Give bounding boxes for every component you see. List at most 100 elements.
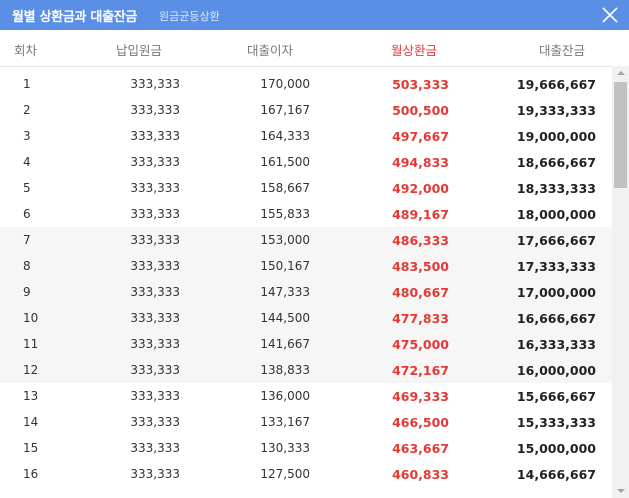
cell-loan-balance: 17,000,000 <box>516 285 596 300</box>
table-row: 14 333,333 133,167 466,500 15,333,333 <box>0 409 612 435</box>
cell-round: 1 <box>23 77 31 91</box>
cell-loan-balance: 17,666,667 <box>516 233 596 248</box>
cell-interest: 150,167 <box>260 259 310 273</box>
cell-interest: 155,833 <box>260 207 310 221</box>
cell-loan-balance: 16,666,667 <box>516 311 596 326</box>
cell-monthly-payment: 480,667 <box>392 285 449 300</box>
cell-round: 14 <box>23 415 39 429</box>
cell-monthly-payment: 486,333 <box>392 233 449 248</box>
cell-interest: 144,500 <box>260 311 310 325</box>
table-row: 11 333,333 141,667 475,000 16,333,333 <box>0 331 612 357</box>
cell-interest: 153,000 <box>260 233 310 247</box>
cell-principal: 333,333 <box>130 285 180 299</box>
cell-monthly-payment: 460,833 <box>392 467 449 482</box>
cell-monthly-payment: 483,500 <box>392 259 449 274</box>
header-interest: 대출이자 <box>247 43 294 58</box>
cell-loan-balance: 18,666,667 <box>516 155 596 170</box>
table-row: 10 333,333 144,500 477,833 16,666,667 <box>0 305 612 331</box>
cell-monthly-payment: 492,000 <box>392 181 449 196</box>
cell-interest: 130,333 <box>260 441 310 455</box>
cell-monthly-payment: 469,333 <box>392 389 449 404</box>
vertical-scrollbar[interactable] <box>612 66 629 498</box>
cell-monthly-payment: 497,667 <box>392 129 449 144</box>
cell-principal: 333,333 <box>130 181 180 195</box>
cell-monthly-payment: 500,500 <box>392 103 449 118</box>
arrow-up-icon <box>617 71 625 75</box>
table-row: 16 333,333 127,500 460,833 14,666,667 <box>0 461 612 487</box>
scroll-thumb[interactable] <box>614 82 627 188</box>
cell-monthly-payment: 494,833 <box>392 155 449 170</box>
cell-principal: 333,333 <box>130 415 180 429</box>
cell-round: 6 <box>23 207 31 221</box>
cell-monthly-payment: 463,667 <box>392 441 449 456</box>
header-round: 회차 <box>14 43 38 58</box>
cell-interest: 164,333 <box>260 129 310 143</box>
cell-interest: 161,500 <box>260 155 310 169</box>
table-body: 1 333,333 170,000 503,333 19,666,667 2 333,333… <box>0 71 612 491</box>
cell-monthly-payment: 466,500 <box>392 415 449 430</box>
cell-round: 16 <box>23 467 39 481</box>
close-button[interactable] <box>599 4 621 26</box>
cell-principal: 333,333 <box>130 259 180 273</box>
table-row: 6 333,333 155,833 489,167 18,000,000 <box>0 201 612 227</box>
cell-round: 9 <box>23 285 31 299</box>
cell-principal: 333,333 <box>130 233 180 247</box>
cell-monthly-payment: 475,000 <box>392 337 449 352</box>
title-bar: 월별 상환금과 대출잔금 원금균등상환 <box>0 0 629 30</box>
cell-interest: 133,167 <box>260 415 310 429</box>
cell-round: 12 <box>23 363 39 377</box>
cell-monthly-payment: 472,167 <box>392 363 449 378</box>
cell-loan-balance: 18,000,000 <box>516 207 596 222</box>
table-row: 7 333,333 153,000 486,333 17,666,667 <box>0 227 612 253</box>
cell-principal: 333,333 <box>130 155 180 169</box>
cell-loan-balance: 16,000,000 <box>516 363 596 378</box>
cell-round: 10 <box>23 311 39 325</box>
cell-principal: 333,333 <box>130 467 180 481</box>
cell-round: 7 <box>23 233 31 247</box>
cell-round: 3 <box>23 129 31 143</box>
cell-round: 5 <box>23 181 31 195</box>
cell-interest: 167,167 <box>260 103 310 117</box>
cell-interest: 170,000 <box>260 77 310 91</box>
cell-loan-balance: 19,333,333 <box>516 103 596 118</box>
cell-loan-balance: 16,333,333 <box>516 337 596 352</box>
cell-principal: 333,333 <box>130 129 180 143</box>
cell-principal: 333,333 <box>130 77 180 91</box>
header-principal: 납입원금 <box>116 43 163 58</box>
cell-round: 2 <box>23 103 31 117</box>
header-monthly-payment: 월상환금 <box>391 43 438 58</box>
cell-round: 8 <box>23 259 31 273</box>
scroll-down-button[interactable] <box>612 484 629 498</box>
window-title: 월별 상환금과 대출잔금 <box>12 10 138 25</box>
window-subtitle: 원금균등상환 <box>159 10 220 23</box>
cell-monthly-payment: 489,167 <box>392 207 449 222</box>
close-icon <box>602 7 618 23</box>
cell-loan-balance: 15,666,667 <box>516 389 596 404</box>
table-row: 9 333,333 147,333 480,667 17,000,000 <box>0 279 612 305</box>
table-row: 2 333,333 167,167 500,500 19,333,333 <box>0 97 612 123</box>
table-row: 1 333,333 170,000 503,333 19,666,667 <box>0 71 612 97</box>
cell-interest: 127,500 <box>260 467 310 481</box>
table-row: 5 333,333 158,667 492,000 18,333,333 <box>0 175 612 201</box>
cell-principal: 333,333 <box>130 389 180 403</box>
cell-monthly-payment: 503,333 <box>392 77 449 92</box>
cell-round: 13 <box>23 389 39 403</box>
table-header: 회차 납입원금 대출이자 월상환금 대출잔금 <box>0 30 629 67</box>
cell-loan-balance: 17,333,333 <box>516 259 596 274</box>
cell-principal: 333,333 <box>130 207 180 221</box>
cell-interest: 158,667 <box>260 181 310 195</box>
table-row: 12 333,333 138,833 472,167 16,000,000 <box>0 357 612 383</box>
cell-round: 11 <box>23 337 39 351</box>
cell-round: 4 <box>23 155 31 169</box>
table-row: 3 333,333 164,333 497,667 19,000,000 <box>0 123 612 149</box>
cell-principal: 333,333 <box>130 363 180 377</box>
table-row: 15 333,333 130,333 463,667 15,000,000 <box>0 435 612 461</box>
cell-loan-balance: 18,333,333 <box>516 181 596 196</box>
cell-loan-balance: 15,000,000 <box>516 441 596 456</box>
cell-loan-balance: 19,000,000 <box>516 129 596 144</box>
cell-interest: 141,667 <box>260 337 310 351</box>
cell-loan-balance: 15,333,333 <box>516 415 596 430</box>
scroll-up-button[interactable] <box>612 66 629 80</box>
cell-principal: 333,333 <box>130 337 180 351</box>
cell-principal: 333,333 <box>130 311 180 325</box>
